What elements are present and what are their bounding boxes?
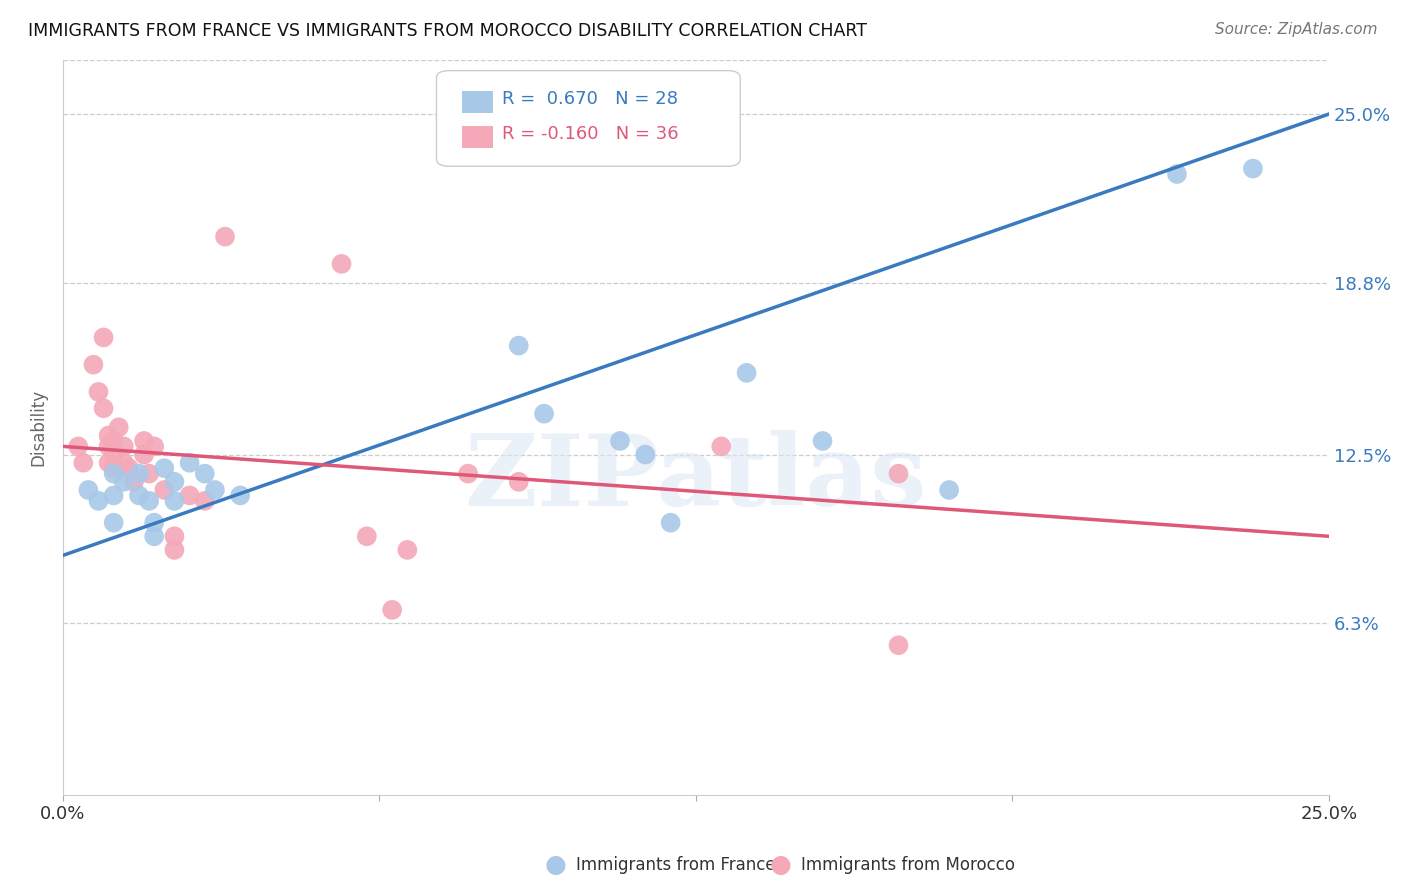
Point — [508, 475, 530, 489]
Point — [194, 494, 217, 508]
Point — [82, 358, 104, 372]
Point — [112, 475, 135, 489]
Point — [87, 494, 110, 508]
Point — [122, 475, 145, 489]
Point — [112, 456, 135, 470]
Point — [179, 488, 201, 502]
Point — [103, 461, 125, 475]
Point — [143, 516, 166, 530]
Point — [128, 467, 150, 481]
Point — [103, 434, 125, 448]
Point — [97, 428, 120, 442]
Text: R = -0.160   N = 36: R = -0.160 N = 36 — [502, 125, 679, 143]
Text: ●: ● — [769, 854, 792, 877]
Point — [396, 542, 419, 557]
Text: IMMIGRANTS FROM FRANCE VS IMMIGRANTS FROM MOROCCO DISABILITY CORRELATION CHART: IMMIGRANTS FROM FRANCE VS IMMIGRANTS FRO… — [28, 22, 868, 40]
Point — [457, 467, 479, 481]
Point — [811, 434, 834, 448]
Point — [229, 488, 252, 502]
Point — [93, 330, 115, 344]
Point — [634, 448, 657, 462]
Point — [132, 434, 155, 448]
Point — [710, 439, 733, 453]
FancyBboxPatch shape — [461, 126, 494, 148]
Point — [143, 439, 166, 453]
Point — [77, 483, 100, 497]
Text: ●: ● — [544, 854, 567, 877]
Point — [97, 456, 120, 470]
Point — [97, 439, 120, 453]
Point — [163, 529, 186, 543]
Point — [132, 448, 155, 462]
Point — [533, 407, 555, 421]
Point — [118, 461, 141, 475]
Point — [67, 439, 90, 453]
Text: ZIPatlas: ZIPatlas — [465, 430, 927, 527]
Point — [1166, 167, 1188, 181]
Point — [163, 494, 186, 508]
Point — [107, 420, 129, 434]
Point — [153, 483, 176, 497]
Point — [128, 488, 150, 502]
Point — [93, 401, 115, 416]
Point — [609, 434, 631, 448]
Point — [735, 366, 758, 380]
Point — [659, 516, 682, 530]
Point — [330, 257, 353, 271]
Point — [72, 456, 94, 470]
Point — [143, 529, 166, 543]
Point — [112, 439, 135, 453]
Point — [103, 488, 125, 502]
Point — [163, 542, 186, 557]
Point — [194, 467, 217, 481]
Point — [138, 467, 160, 481]
Point — [103, 467, 125, 481]
Point — [103, 448, 125, 462]
Point — [163, 475, 186, 489]
Text: Immigrants from France: Immigrants from France — [576, 856, 776, 874]
Point — [887, 638, 910, 652]
Point — [138, 494, 160, 508]
Point — [153, 461, 176, 475]
Point — [508, 338, 530, 352]
Point — [938, 483, 960, 497]
Point — [214, 229, 236, 244]
Text: Immigrants from Morocco: Immigrants from Morocco — [801, 856, 1015, 874]
Point — [204, 483, 226, 497]
Point — [87, 384, 110, 399]
Point — [356, 529, 378, 543]
Point — [887, 467, 910, 481]
Point — [1241, 161, 1264, 176]
FancyBboxPatch shape — [461, 91, 494, 113]
Point — [103, 516, 125, 530]
Text: R =  0.670   N = 28: R = 0.670 N = 28 — [502, 89, 678, 108]
Point — [381, 603, 404, 617]
Point — [179, 456, 201, 470]
FancyBboxPatch shape — [436, 70, 741, 166]
Y-axis label: Disability: Disability — [30, 389, 46, 466]
Text: Source: ZipAtlas.com: Source: ZipAtlas.com — [1215, 22, 1378, 37]
